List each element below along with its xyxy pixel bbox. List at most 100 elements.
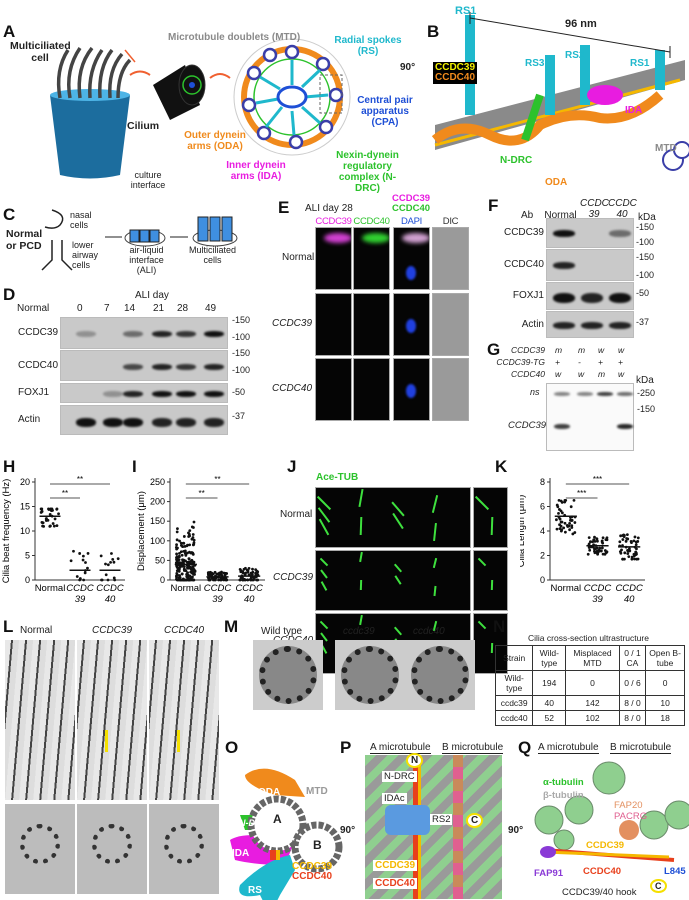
data-point — [587, 536, 591, 540]
blot-band — [103, 391, 123, 397]
y-tick-label: 8 — [540, 477, 545, 487]
cilium-signal — [477, 557, 487, 567]
data-point — [48, 513, 52, 516]
data-point — [175, 552, 178, 556]
cilium-signal — [359, 551, 363, 563]
g-genotype-value: + — [598, 357, 603, 367]
data-point — [181, 545, 185, 549]
d-mw-marker: -100 — [232, 332, 251, 342]
p-c-terminus-label: C — [466, 813, 484, 828]
data-point — [559, 499, 563, 503]
data-point — [589, 540, 592, 544]
data-point — [187, 532, 191, 536]
f-ab-label: Ab — [521, 210, 534, 221]
multiciliated-cell-illustration — [50, 46, 136, 179]
data-point — [176, 527, 179, 530]
tem-cross-section-image — [5, 804, 75, 894]
cell-label: Multiciliated cell — [10, 40, 71, 64]
g-ns-label: ns — [530, 387, 540, 397]
data-point — [192, 520, 196, 524]
data-point — [568, 521, 572, 525]
hook-label: CCDC39/40 hook — [562, 887, 637, 898]
data-point — [219, 578, 222, 582]
x-category-label: CCDC — [235, 583, 263, 594]
table-cell: 10 — [645, 695, 685, 711]
d-blot-ccdc40 — [60, 350, 228, 381]
data-point — [554, 518, 558, 522]
e-micrograph — [432, 227, 469, 290]
x-category-label: 39 — [592, 594, 603, 605]
axoneme-ring — [341, 646, 399, 704]
data-point — [625, 537, 629, 540]
g-genotype-value: m — [555, 345, 563, 355]
tem-cross-section-image — [149, 804, 219, 894]
axoneme-ring — [20, 824, 60, 864]
p-idac-label: IDAc — [382, 793, 407, 804]
p-ndrc-label: N-DRC — [382, 771, 417, 782]
data-point — [243, 578, 247, 582]
data-point — [55, 507, 59, 511]
table-cell: ccdc39 — [494, 695, 534, 711]
tem-cross-section-image — [77, 804, 147, 894]
y-tick-label: 20 — [20, 477, 30, 487]
data-point — [605, 538, 609, 542]
m-col-label: Wild type — [261, 626, 303, 637]
data-point — [177, 554, 181, 558]
blot-band — [123, 391, 143, 397]
data-point — [559, 509, 563, 513]
blot-band — [204, 391, 224, 397]
y-tick-label: 15 — [20, 502, 30, 512]
y-tick-label: 0 — [25, 575, 30, 585]
data-point — [57, 512, 60, 516]
data-point — [182, 578, 186, 582]
data-point — [72, 549, 75, 553]
data-point — [254, 573, 258, 576]
x-category-label: Normal — [35, 583, 66, 594]
data-point — [632, 552, 636, 556]
data-point — [562, 526, 566, 530]
data-point — [190, 575, 194, 579]
table-header-cell: 0 / 1 CA — [618, 645, 647, 671]
l-col-label: CCDC40 — [164, 625, 205, 636]
data-point — [249, 571, 253, 575]
data-point — [86, 566, 89, 570]
j-row-label: CCDC39 — [273, 572, 314, 583]
ali-workflow-diagram — [41, 209, 238, 271]
periodicity-label: 96 nm — [565, 18, 597, 30]
cilium-signal — [431, 495, 439, 513]
table-cell: Wild-type — [494, 670, 534, 696]
blot-band — [204, 418, 224, 427]
cilium-signal — [320, 569, 328, 579]
data-point — [603, 552, 607, 556]
data-point — [192, 526, 195, 529]
data-point — [175, 530, 179, 534]
data-point — [188, 574, 192, 578]
x-category-label: CCDC — [615, 583, 643, 594]
p-b-microtubule-label: B microtubule — [442, 742, 504, 754]
axoneme-ring — [411, 646, 469, 704]
q-a-microtubule-label: A microtubule — [538, 742, 599, 754]
data-point — [570, 518, 574, 522]
panel-label-c: C — [3, 205, 16, 224]
table-cell: 0 / 6 — [618, 670, 647, 696]
dapi-nucleus — [406, 384, 416, 398]
data-point — [632, 539, 636, 543]
tem-longitudinal-image — [5, 640, 75, 800]
data-point — [634, 540, 638, 544]
j-row-label: Normal — [280, 509, 313, 520]
significance-label: ** — [62, 489, 68, 498]
data-point — [597, 550, 601, 553]
p-rotation-label: 90° — [508, 825, 524, 836]
data-point — [106, 563, 110, 567]
table-cell: 8 / 0 — [618, 695, 647, 711]
d-mw-marker: -50 — [232, 387, 246, 397]
significance-label: *** — [577, 489, 586, 498]
normal-label: Normal — [17, 303, 50, 314]
mtd-3d-label: MTD — [655, 143, 677, 154]
data-point — [175, 573, 179, 577]
beta-tubulin-label: β-tubulin — [543, 790, 584, 801]
g-genotype-value: m — [598, 369, 606, 379]
panel-label-n: N — [493, 617, 506, 636]
panel-label-j: J — [287, 457, 297, 476]
data-point — [600, 546, 604, 550]
